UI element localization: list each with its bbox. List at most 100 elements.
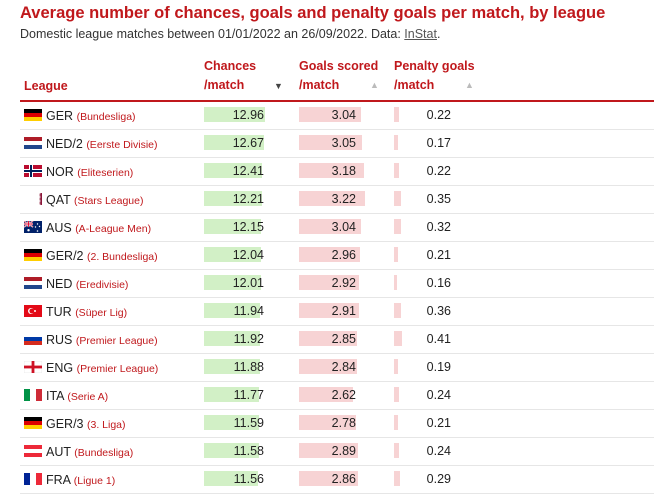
sort-ascending-icon[interactable]: ▲ [370,80,379,90]
table-row: RUS (Premier League) 11.92 2.85 0.41 [20,326,654,354]
goals-bar [299,191,365,206]
league-code: NED [46,277,73,291]
chart-subtitle: Domestic league matches between 01/01/20… [20,27,440,41]
header-goals[interactable]: Goals scored /match [299,57,378,95]
goals-bar [299,163,365,178]
penalty-value: 0.19 [426,360,451,374]
germany-flag-icon [24,109,42,121]
france-flag-icon [24,473,42,485]
table-row: GER/2 (2. Bundesliga) 12.04 2.96 0.21 [20,242,654,270]
goals-bar [299,387,353,402]
penalty-bar [394,415,399,430]
league-full-name: (Eerste Divisie) [86,139,158,151]
league-full-name: (Eredivisie) [75,279,129,291]
table-row: GER/3 (3. Liga) 11.59 2.78 0.21 [20,410,654,438]
league-name: FRA (Ligue 1) [46,473,115,487]
goals-value: 3.18 [331,164,356,178]
header-penalty-line2: /match [394,78,435,92]
league-code: TUR [46,305,72,319]
chances-bar [204,303,261,318]
goals-value: 2.84 [331,360,356,374]
penalty-value: 0.22 [426,164,451,178]
penalty-value: 0.16 [426,276,451,290]
goals-value: 3.04 [331,220,356,234]
league-name: ENG (Premier League) [46,361,158,375]
penalty-value: 0.21 [426,248,451,262]
league-full-name: (Eliteserien) [77,167,134,179]
sort-ascending-icon[interactable]: ▲ [465,80,474,90]
italy-flag-icon [24,389,42,401]
goals-bar [299,443,359,458]
penalty-value: 0.17 [426,136,451,150]
league-code: AUS [46,221,72,235]
league-full-name: (Bundesliga) [76,111,136,123]
germany-flag-icon [24,417,42,429]
table-row: AUT (Bundesliga) 11.58 2.89 0.24 [20,438,654,466]
league-code: ITA [46,389,64,403]
table-row: NOR (Eliteserien) 12.41 3.18 0.22 [20,158,654,186]
goals-value: 3.22 [331,192,356,206]
goals-value: 2.92 [331,276,356,290]
league-code: QAT [46,193,71,207]
league-code: NED/2 [46,137,83,151]
table-row: ENG (Premier League) 11.88 2.84 0.19 [20,354,654,382]
league-code: GER/2 [46,249,84,263]
header-goals-line1: Goals scored [299,59,379,73]
subtitle-end: . [436,27,441,41]
league-full-name: (Süper Lig) [75,307,128,319]
goals-bar [299,471,358,486]
goals-value: 2.86 [331,472,356,486]
goals-bar [299,219,362,234]
header-penalty[interactable]: Penalty goals /match [394,57,475,95]
goals-bar [299,107,362,122]
chances-bar [204,331,261,346]
turkey-flag-icon [24,305,42,317]
germany-flag-icon [24,249,42,261]
header-goals-line2: /match [299,78,340,92]
league-full-name: (Stars League) [74,195,144,207]
norway-flag-icon [24,165,42,177]
chart-title: Average number of chances, goals and pen… [20,4,606,22]
league-full-name: (Premier League) [76,363,159,375]
chances-bar [204,219,262,234]
goals-value: 2.89 [331,444,356,458]
goals-bar [299,303,359,318]
chances-value: 12.41 [232,164,264,178]
league-name: NOR (Eliteserien) [46,165,133,179]
austria-flag-icon [24,445,42,457]
chances-value: 11.92 [233,332,264,346]
league-name: ITA (Serie A) [46,389,108,403]
penalty-bar [394,191,402,206]
header-league[interactable]: League [24,79,68,93]
penalty-value: 0.21 [426,416,451,430]
league-name: GER/2 (2. Bundesliga) [46,249,158,263]
chances-value: 11.77 [233,388,264,402]
league-full-name: (Serie A) [67,391,109,403]
league-code: GER [46,109,74,123]
penalty-value: 0.32 [426,220,451,234]
penalty-bar [394,443,399,458]
sort-descending-icon[interactable]: ▼ [274,81,283,91]
table-row: GER (Bundesliga) 12.96 3.04 0.22 [20,102,654,130]
league-full-name: (3. Liga) [87,419,126,431]
header-penalty-line1: Penalty goals [394,59,475,73]
league-name: QAT (Stars League) [46,193,144,207]
source-link[interactable]: InStat [404,27,437,41]
penalty-value: 0.29 [426,472,451,486]
goals-bar [299,331,358,346]
league-full-name: (A-League Men) [75,223,152,235]
league-code: FRA [46,473,71,487]
penalty-bar [394,359,398,374]
header-chances[interactable]: Chances /match [204,57,256,95]
penalty-value: 0.35 [426,192,451,206]
league-table: League Chances /match ▼ Goals scored /ma… [20,55,654,494]
chances-value: 12.04 [232,248,264,262]
table-row: QAT (Stars League) 12.21 3.22 0.35 [20,186,654,214]
netherlands-flag-icon [24,137,42,149]
england-flag-icon [24,361,42,373]
header-chances-line1: Chances [204,59,257,73]
goals-bar [299,275,359,290]
league-name: RUS (Premier League) [46,333,158,347]
goals-bar [299,415,356,430]
chances-value: 12.01 [232,276,264,290]
